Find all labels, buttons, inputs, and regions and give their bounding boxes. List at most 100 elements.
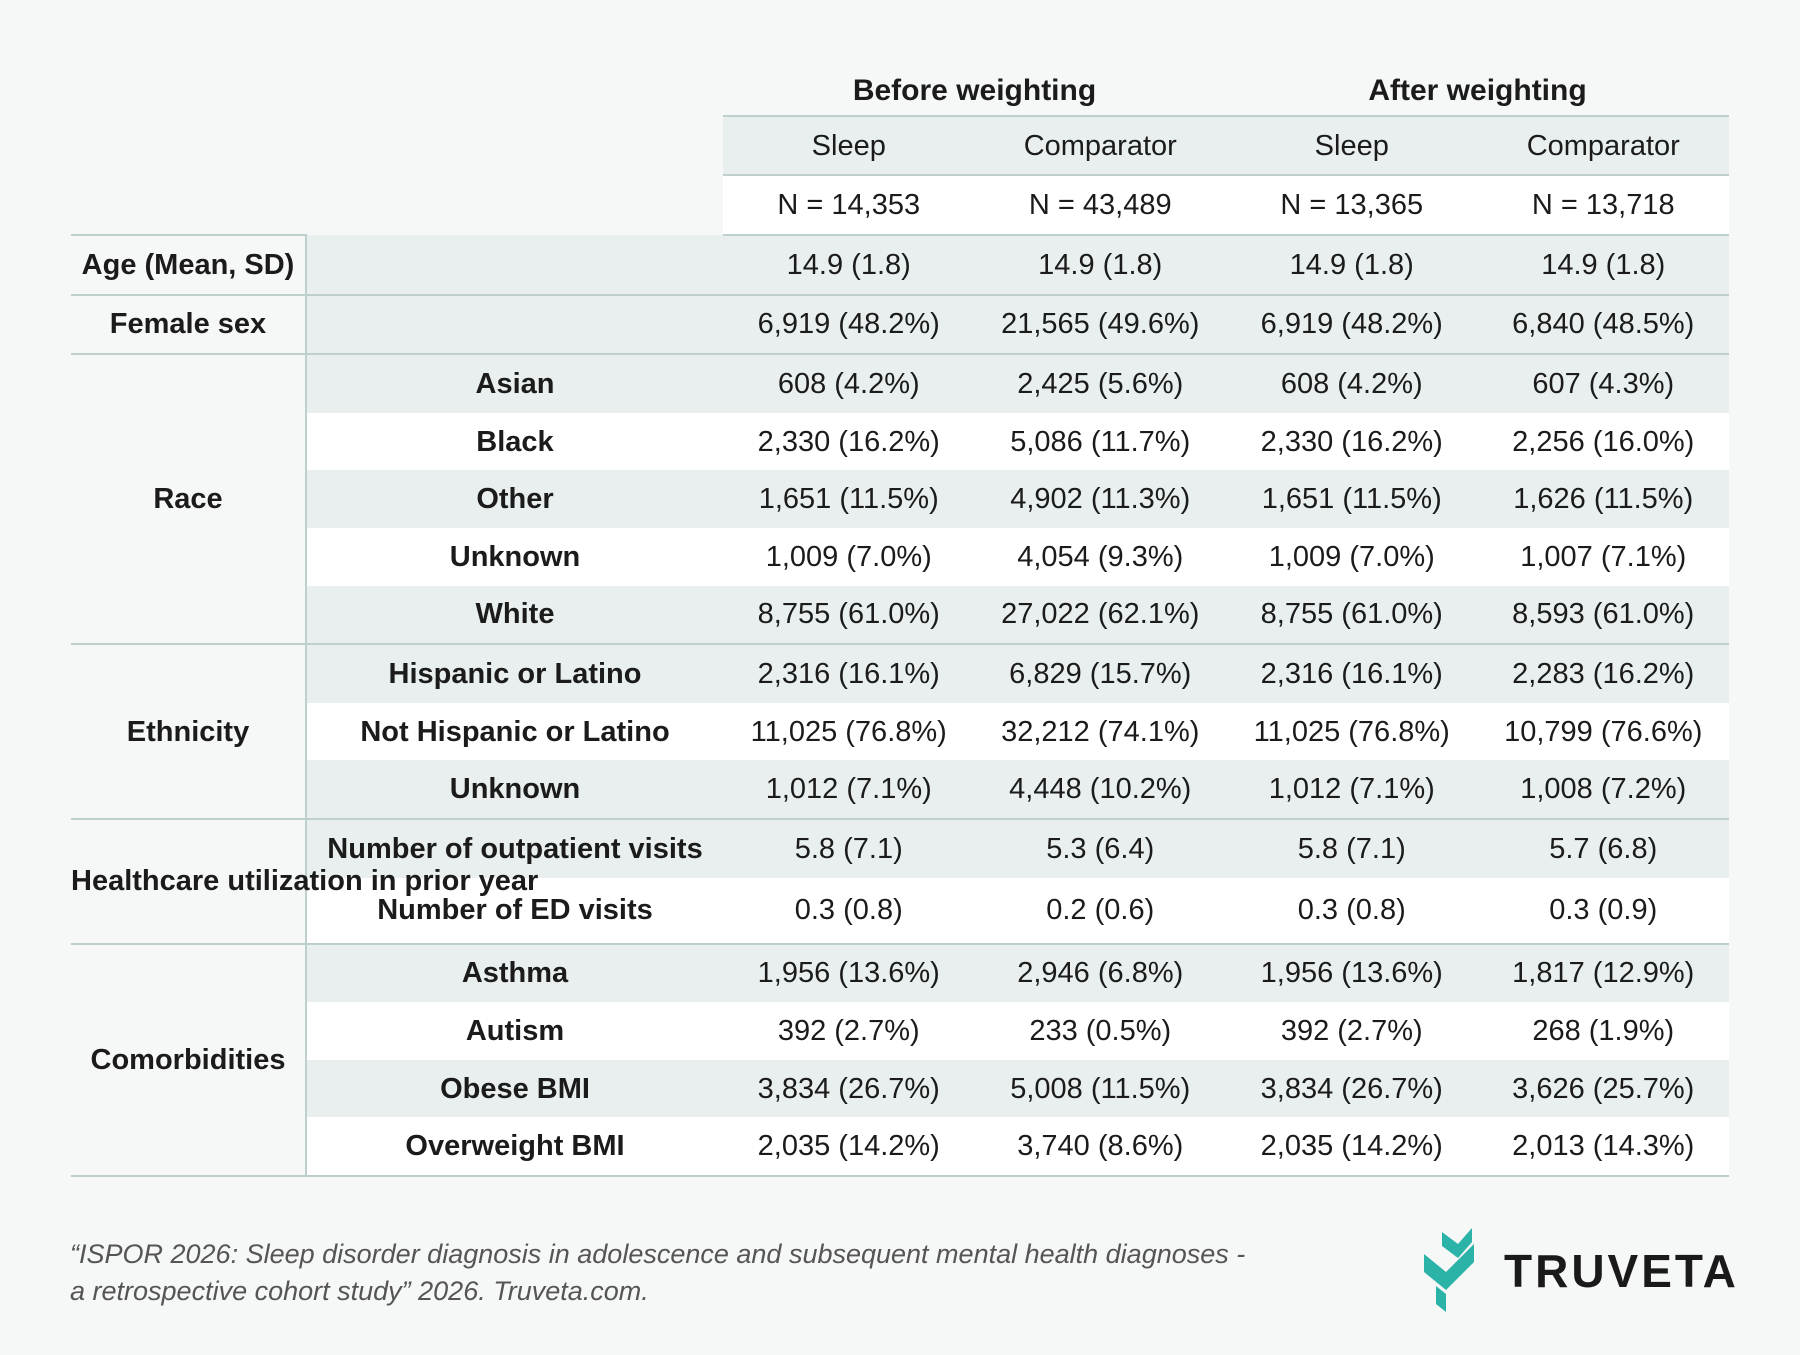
table-cell: 10,799 (76.6%): [1477, 702, 1730, 761]
table-cell: 11,025 (76.8%): [723, 702, 975, 761]
table-row: Ethnicity Hispanic or Latino 2,316 (16.1%)…: [71, 644, 1730, 820]
row-category-label: Ethnicity: [71, 644, 307, 820]
row-sub-label: Hispanic or Latino: [306, 644, 723, 703]
row-sub-label: Unknown: [306, 527, 723, 586]
table-row: Black 2,330 (16.2%) 5,086 (11.7%) 2,330 (16…: [71, 412, 1730, 471]
table-cell: 14.9 (1.8): [1226, 235, 1478, 296]
row-sub-label: Asian: [306, 354, 723, 413]
sample-size: N = 14,353: [723, 175, 975, 236]
table-cell: 1,956 (13.6%): [723, 943, 975, 1003]
table-cell: 11,025 (76.8%): [1226, 702, 1478, 761]
table-row: Other 1,651 (11.5%) 4,902 (11.3%) 1,651 (11…: [71, 470, 1730, 528]
table-cell: 1,012 (7.1%): [1226, 760, 1478, 820]
table-cell: 1,626 (11.5%): [1477, 470, 1730, 528]
table-cell: 5.8 (7.1): [723, 818, 975, 878]
empty-cell: [306, 235, 723, 296]
table-cell: 2,330 (16.2%): [1226, 412, 1478, 471]
citation-line: a retrospective cohort study” 2026. Truv…: [70, 1276, 649, 1306]
row-sub-label: Autism: [306, 1002, 723, 1060]
group-header-after-weighting: After weighting: [1226, 67, 1730, 117]
row-category-label: Race: [71, 354, 307, 646]
table-row: Unknown 1,012 (7.1%) 4,448 (10.2%) 1,012 (7…: [71, 760, 1730, 820]
row-sub-label: Obese BMI: [306, 1059, 723, 1118]
row-category-label: Age (Mean, SD): [71, 234, 307, 296]
table-cell: 6,840 (48.5%): [1477, 294, 1730, 356]
table-cell: 1,817 (12.9%): [1477, 943, 1730, 1003]
table-cell: 8,755 (61.0%): [1226, 585, 1478, 646]
table-cell: 233 (0.5%): [974, 1002, 1226, 1060]
logo-wordmark: TRUVETA: [1504, 1245, 1739, 1297]
table-cell: 6,919 (48.2%): [723, 294, 975, 356]
table-cell: 3,740 (8.6%): [974, 1117, 1226, 1177]
table-cell: 1,651 (11.5%): [723, 470, 975, 528]
table-cell: 0.3 (0.8): [723, 877, 975, 945]
row-sub-label: Unknown: [306, 760, 723, 820]
table-cell: 2,035 (14.2%): [723, 1117, 975, 1177]
table-cell: 608 (4.2%): [723, 354, 975, 413]
table-cell: 392 (2.7%): [1226, 1002, 1478, 1060]
sample-size: N = 43,489: [974, 175, 1226, 236]
row-category-label: Healthcare utilization in prior year: [71, 818, 538, 945]
row-sub-label: Number of outpatient visits: [306, 818, 723, 878]
row-sub-label: Black: [306, 412, 723, 471]
table-cell: 608 (4.2%): [1226, 354, 1478, 413]
table-cell: 21,565 (49.6%): [974, 294, 1226, 356]
column-header: Sleep: [1226, 116, 1478, 176]
table-cell: 1,008 (7.2%): [1477, 760, 1730, 820]
truveta-logo: TRUVETA: [1418, 1226, 1739, 1316]
table-row: Female sex 6,919 (48.2%) 21,565 (49.6%) 6,9…: [71, 294, 1730, 356]
table-cell: 14.9 (1.8): [974, 235, 1226, 296]
table-cell: 0.3 (0.9): [1477, 877, 1730, 945]
row-sub-label: Number of ED visits: [306, 877, 723, 945]
table-cell: 392 (2.7%): [723, 1002, 975, 1060]
table-cell: 8,593 (61.0%): [1477, 585, 1730, 646]
table-cell: 6,829 (15.7%): [974, 644, 1226, 703]
table-row: Healthcare utilization in prior year Numb…: [71, 818, 1730, 945]
table-row: Race Asian 608 (4.2%) 2,425 (5.6%) 608 (4.2%…: [71, 354, 1730, 646]
table-cell: 1,651 (11.5%): [1226, 470, 1478, 528]
column-header: Comparator: [974, 116, 1226, 176]
table-cell: 14.9 (1.8): [723, 235, 975, 296]
table-cell: 5.7 (6.8): [1477, 818, 1730, 878]
table-row: Overweight BMI 2,035 (14.2%) 3,740 (8.6%) 2…: [71, 1117, 1730, 1177]
row-sub-label: White: [306, 585, 723, 646]
sample-size: N = 13,365: [1226, 175, 1478, 236]
table-cell: 4,054 (9.3%): [974, 527, 1226, 586]
table-row: White 8,755 (61.0%) 27,022 (62.1%) 8,755 (6…: [71, 585, 1730, 646]
row-sub-label: Overweight BMI: [306, 1117, 723, 1177]
table-cell: 27,022 (62.1%): [974, 585, 1226, 646]
table-cell: 3,834 (26.7%): [1226, 1059, 1478, 1118]
table-cell: 2,316 (16.1%): [723, 644, 975, 703]
table-cell: 4,902 (11.3%): [974, 470, 1226, 528]
table-cell: 6,919 (48.2%): [1226, 294, 1478, 356]
sample-size: N = 13,718: [1477, 175, 1730, 236]
empty-cell: [306, 294, 723, 356]
table-cell: 607 (4.3%): [1477, 354, 1730, 413]
table-cell: 268 (1.9%): [1477, 1002, 1730, 1060]
table-cell: 5,086 (11.7%): [974, 412, 1226, 471]
table-cell: 14.9 (1.8): [1477, 235, 1730, 296]
truveta-chevron-logo-icon: [1424, 1228, 1474, 1312]
table-row: Unknown 1,009 (7.0%) 4,054 (9.3%) 1,009 (7.…: [71, 527, 1730, 586]
table-row: Comorbidities Asthma 1,956 (13.6%) 2,946 (6…: [71, 943, 1730, 1177]
row-sub-label: Not Hispanic or Latino: [306, 702, 723, 761]
table-cell: 8,755 (61.0%): [723, 585, 975, 646]
table-cell: 0.2 (0.6): [974, 877, 1226, 945]
table-row: Not Hispanic or Latino 11,025 (76.8%) 32,2…: [71, 702, 1730, 761]
table-cell: 1,012 (7.1%): [723, 760, 975, 820]
table-cell: 5,008 (11.5%): [974, 1059, 1226, 1118]
table-cell: 3,626 (25.7%): [1477, 1059, 1730, 1118]
column-header: Sleep: [723, 116, 975, 176]
table-cell: 1,009 (7.0%): [1226, 527, 1478, 586]
table-cell: 2,035 (14.2%): [1226, 1117, 1478, 1177]
table-cell: 5.3 (6.4): [974, 818, 1226, 878]
column-header: Comparator: [1477, 116, 1730, 176]
row-sub-label: Asthma: [306, 943, 723, 1003]
table-cell: 0.3 (0.8): [1226, 877, 1478, 945]
group-header-before-weighting: Before weighting: [723, 67, 1226, 117]
table-cell: 2,283 (16.2%): [1477, 644, 1730, 703]
table-row: Number of ED visits 0.3 (0.8) 0.2 (0.6) 0.3…: [71, 877, 1730, 945]
table-cell: 1,956 (13.6%): [1226, 943, 1478, 1003]
table-cell: 1,009 (7.0%): [723, 527, 975, 586]
